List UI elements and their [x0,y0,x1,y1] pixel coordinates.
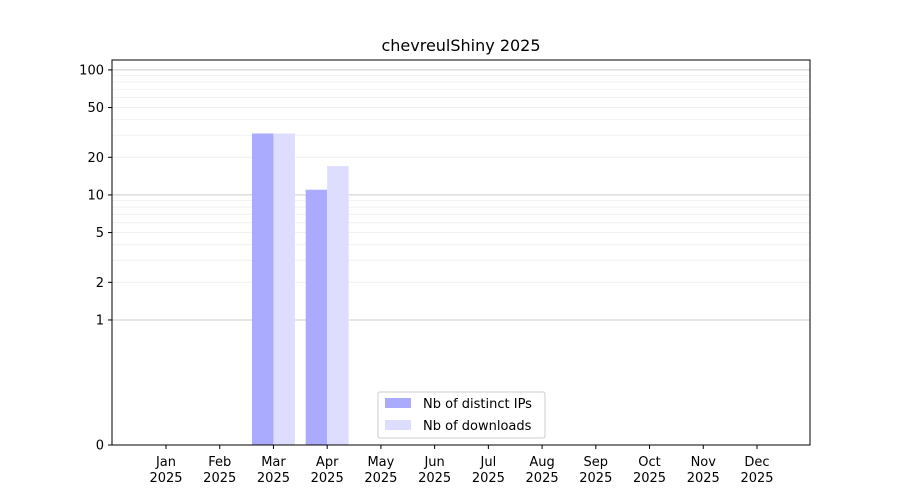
y-tick-label: 5 [96,226,104,241]
y-axis: 0 1 2 5 10 20 50 100 [79,63,112,454]
x-tick-label: Jan 2025 [149,455,182,486]
y-tick-label: 100 [79,63,104,78]
x-axis: Jan 2025 Feb 2025 Mar 2025 Apr 2025 May 2025 Jun 20… [149,445,774,486]
legend-box [377,391,546,439]
legend-swatch-distinct-ips [385,398,411,408]
x-tick-label: Aug 2025 [526,455,559,486]
plot-frame [111,59,811,446]
x-tick-label: Mar 2025 [257,455,290,486]
x-tick-label: Jul 2025 [472,455,505,486]
x-tick-label: Nov 2025 [687,455,720,486]
y-tick-label: 2 [96,276,104,291]
y-tick-label: 0 [96,439,104,454]
legend-swatch-downloads [385,420,411,430]
y-tick-label: 20 [87,151,104,166]
bar-distinct-ips [251,133,274,445]
chart-title: chevreulShiny 2025 [381,36,540,55]
y-tick-label: 10 [87,188,104,203]
bar-downloads [273,133,295,445]
legend: Nb of distinct IPs Nb of downloads [377,391,546,439]
legend-label-downloads: Nb of downloads [423,419,532,434]
x-tick-label: Apr 2025 [311,455,344,486]
bars-layer [251,133,349,445]
bar-distinct-ips [305,189,328,445]
bar-downloads [327,166,349,445]
y-tick-label: 50 [87,101,104,116]
x-tick-label: May 2025 [364,455,397,486]
x-tick-label: Sep 2025 [579,455,612,486]
x-tick-label: Feb 2025 [203,455,236,486]
grid-layer [112,69,810,321]
legend-label-distinct-ips: Nb of distinct IPs [423,397,532,412]
x-tick-label: Oct 2025 [633,455,666,486]
y-tick-label: 1 [96,313,104,328]
x-tick-label: Jun 2025 [418,455,451,486]
x-tick-label: Dec 2025 [740,455,773,486]
